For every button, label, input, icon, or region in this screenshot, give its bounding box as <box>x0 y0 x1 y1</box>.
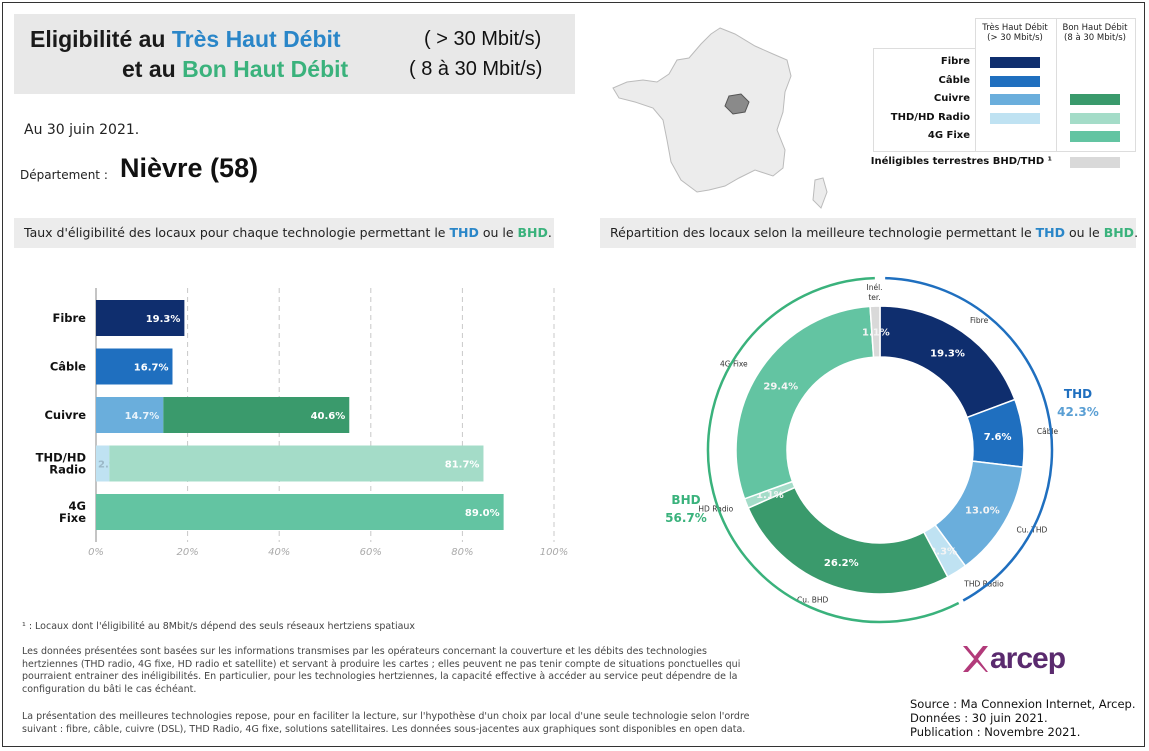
bar-value-label: 89.0% <box>465 508 500 519</box>
title-box: Eligibilité au Très Haut Débit ( > 30 Mb… <box>14 14 575 94</box>
title-thd-speed: ( > 30 Mbit/s) <box>424 28 542 50</box>
bar-thd <box>96 397 164 433</box>
department-label: Département : <box>20 168 108 182</box>
bar-bhd <box>109 445 484 482</box>
bar-value-label: 81.7% <box>445 460 480 471</box>
legend-thd-swatch-0 <box>990 57 1040 68</box>
legend-thd-header: Très Haut Débit (> 30 Mbit/s) <box>982 23 1048 43</box>
arcep-logo: arcep <box>990 642 1066 675</box>
slice-value-label: 2.3% <box>929 546 957 557</box>
bar-bhd <box>163 397 350 433</box>
bhd-group-ring <box>706 276 960 624</box>
slice-name-label: THD Radio <box>963 580 1004 589</box>
legend-bhd-header: Bon Haut Débit (8 à 30 Mbit/s) <box>1062 23 1128 43</box>
right-section-title: Répartition des locaux selon la meilleur… <box>600 218 1138 248</box>
bar-value-label: 40.6% <box>311 411 346 422</box>
donut-slice <box>869 305 881 359</box>
legend-bhd-swatch-2 <box>1070 94 1120 105</box>
publication-line: Publication : Novembre 2021. <box>910 725 1081 739</box>
x-tick-label: 20% <box>176 547 198 558</box>
category-label: Câble <box>50 360 86 374</box>
legend-bhd-col <box>1056 18 1136 152</box>
legend-thd-swatch-1 <box>990 75 1040 87</box>
nievre-department-shape <box>724 93 750 115</box>
footnote-paragraph-1: Les données présentées sont basées sur l… <box>22 646 741 695</box>
x-tick-label: 0% <box>88 547 104 558</box>
thd-group-name: THD <box>1064 387 1092 401</box>
bar-thd <box>96 445 110 482</box>
category-label: Fibre <box>52 311 86 325</box>
slice-name-label: Câble <box>1037 427 1059 436</box>
x-tick-label: 80% <box>451 547 473 558</box>
slice-value-label: 26.2% <box>824 558 859 569</box>
slice-name-label: 4G Fixe <box>720 360 748 369</box>
thd-group-ring <box>885 276 1054 602</box>
legend-label-1: Câble <box>938 74 970 86</box>
data-date-line: Données : 30 juin 2021. <box>910 711 1048 725</box>
slice-name-label: Inél. ter. <box>867 283 883 302</box>
title-line-1: Eligibilité au Très Haut Débit <box>30 26 341 52</box>
legend-inelig-swatch <box>1070 157 1120 168</box>
slice-name-label: HD Radio <box>698 505 733 514</box>
slice-value-label: 13.0% <box>965 506 1000 517</box>
legend-thd-swatch-3 <box>990 112 1040 124</box>
bar-thd <box>96 348 173 385</box>
legend-bhd-swatch-4 <box>1070 131 1120 142</box>
legend-label-0: Fibre <box>940 56 970 67</box>
bar-thd <box>96 300 185 336</box>
slice-name-label: Cu. BHD <box>797 595 829 604</box>
donut-slice <box>747 486 949 595</box>
footnote-1: ¹ : Locaux dont l'éligibilité au 8Mbit/s… <box>22 621 416 632</box>
legend-label-2: Cuivre <box>933 93 970 104</box>
x-tick-label: 60% <box>360 547 382 558</box>
slice-name-label: Fibre <box>970 316 989 325</box>
left-section-title: Taux d'éligibilité des locaux pour chaqu… <box>14 218 554 248</box>
bar-value-label: 19.3% <box>146 314 181 325</box>
bhd-group-value: 56.7% <box>665 511 707 525</box>
arcep-logo-icon <box>963 646 988 672</box>
legend-label-4: 4G Fixe <box>927 130 970 141</box>
title-line-2: et au Bon Haut Débit <box>122 56 349 82</box>
bar-value-label: 16.7% <box>134 363 169 374</box>
bar-value-label: 14.7% <box>125 411 160 422</box>
title-bhd-speed: ( 8 à 30 Mbit/s) <box>409 58 543 80</box>
slice-value-label: 29.4% <box>763 381 798 392</box>
bar-bhd <box>96 494 504 530</box>
category-label: 4G Fixe <box>59 499 86 525</box>
category-label: Cuivre <box>44 408 86 422</box>
slice-value-label: 7.6% <box>984 432 1012 443</box>
source-line: Source : Ma Connexion Internet, Arcep. <box>910 697 1136 711</box>
thd-group-value: 42.3% <box>1057 405 1099 419</box>
bar-chart: 0% 20% 40% 60% 80% 100% Fibre 19.3% Câble 16.7% Cu… <box>36 288 569 558</box>
slice-value-label: 1.1% <box>862 328 890 339</box>
slice-value-label: 1.1% <box>756 490 784 501</box>
source-block: Source : Ma Connexion Internet, Arcep. D… <box>910 697 1135 739</box>
bhd-group-name: BHD <box>671 493 700 507</box>
footnote-paragraph-2: La présentation des meilleures technolog… <box>22 711 750 735</box>
legend-label-3: THD/HD Radio <box>890 111 970 123</box>
department-name: Nièvre (58) <box>120 153 259 183</box>
donut-chart: 19.3% 7.6% 13.0% 2.3% 26.2% 1.1% 29.4% 1.1% Fibr… <box>665 276 1099 624</box>
category-label: THD/HD Radio <box>36 451 86 477</box>
france-map <box>612 27 828 209</box>
legend-thd-swatch-2 <box>990 94 1040 105</box>
date-text: Au 30 juin 2021. <box>24 122 140 138</box>
legend-inelig-label: Inéligibles terrestres BHD/THD ¹ <box>870 156 1052 167</box>
slice-value-label: 19.3% <box>930 349 965 360</box>
legend-bhd-swatch-3 <box>1070 112 1120 124</box>
x-tick-label: 40% <box>268 547 290 558</box>
donut-slice <box>735 305 875 500</box>
x-tick-label: 100% <box>540 547 569 558</box>
